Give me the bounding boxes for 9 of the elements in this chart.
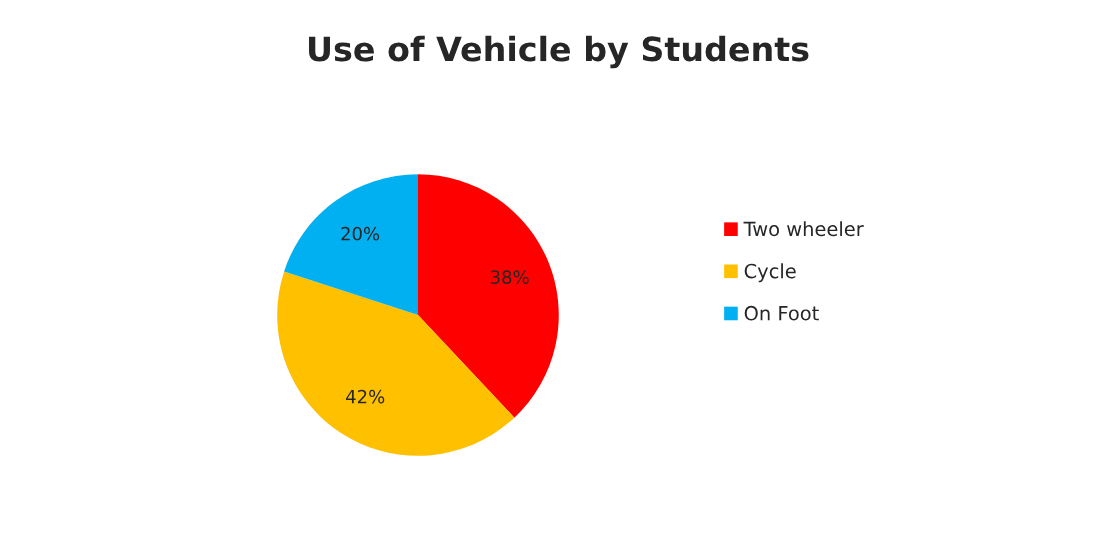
pie-slice bbox=[284, 174, 418, 315]
legend-label: Cycle bbox=[744, 263, 796, 283]
chart-title: Use of Vehicle by Students bbox=[309, 35, 809, 69]
legend-label: Two wheeler bbox=[743, 221, 864, 237]
data-label: 20% bbox=[341, 226, 380, 241]
legend-label: On Foot bbox=[744, 305, 819, 321]
data-label: 42% bbox=[346, 389, 385, 404]
data-label: 38% bbox=[490, 270, 529, 284]
pie-slice bbox=[418, 174, 559, 418]
